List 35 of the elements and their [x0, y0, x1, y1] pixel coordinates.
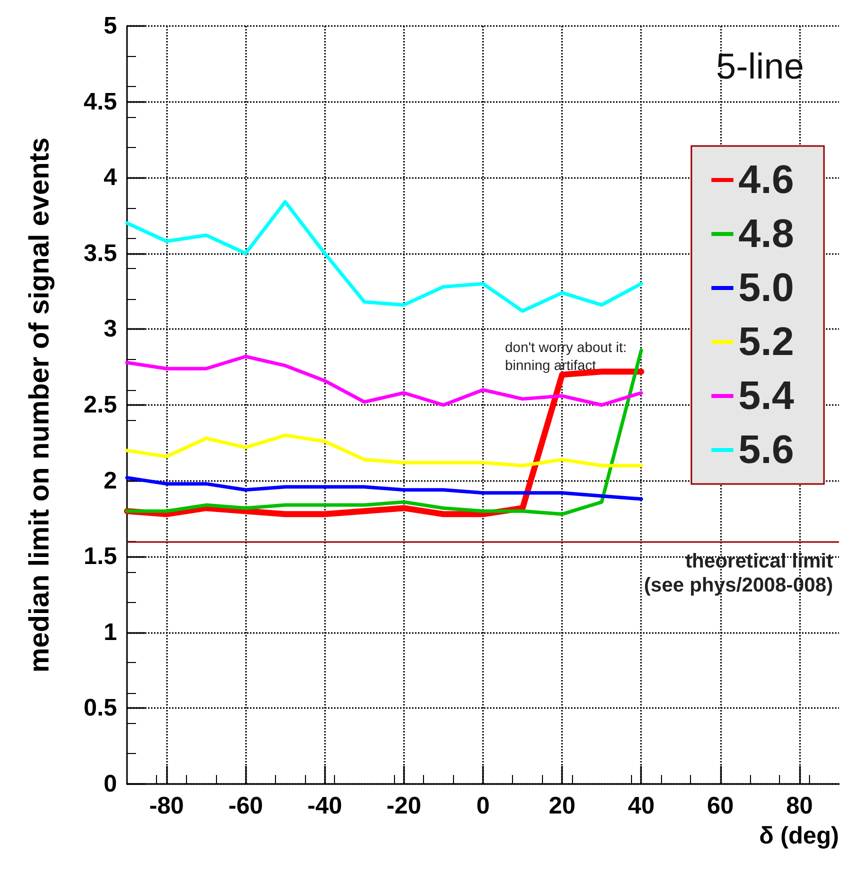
y-tick-label: 0.5 — [84, 694, 117, 722]
x-tick-label: -40 — [307, 792, 342, 820]
x-tick-label: 60 — [706, 792, 734, 820]
y-tick-label: 3.5 — [84, 240, 117, 267]
legend-label: 4.8 — [738, 212, 794, 256]
y-tick-label: 0 — [104, 770, 117, 798]
x-tick-label: 40 — [628, 792, 655, 820]
legend-label: 5.0 — [738, 266, 794, 310]
y-tick-label: 1 — [104, 618, 117, 646]
y-tick-label: 1.5 — [84, 543, 117, 570]
x-axis-title: δ (deg) — [759, 822, 839, 850]
legend-label: 5.2 — [738, 320, 794, 364]
y-tick-label: 2.5 — [84, 392, 117, 418]
x-tick-label: 20 — [548, 792, 576, 820]
y-tick-label: 4.5 — [84, 88, 117, 116]
x-tick-label: 80 — [786, 792, 813, 820]
line-series — [125, 476, 643, 501]
legend-label: 4.6 — [738, 158, 794, 202]
legend-label: 5.6 — [738, 428, 794, 472]
x-tick-label: -20 — [386, 792, 422, 820]
y-axis-title: median limit on number of signal events — [24, 137, 54, 673]
y-tick-label: 4 — [104, 164, 118, 192]
x-tick-label: -80 — [149, 792, 184, 820]
annotation: 5-line — [716, 46, 804, 86]
line-series — [125, 434, 643, 468]
line-series — [125, 200, 643, 313]
y-tick-label: 2 — [104, 467, 117, 494]
ref-line-label: theoretical limit (see phys/2008-008) — [644, 550, 834, 596]
x-tick-label: 0 — [476, 792, 490, 820]
y-tick-label: 3 — [104, 316, 117, 343]
line-series — [125, 354, 643, 407]
legend-label: 5.4 — [738, 374, 795, 418]
y-tick-label: 5 — [104, 12, 117, 40]
annotation: don't worry about it: binning artifact — [505, 339, 627, 373]
x-tick-label: -60 — [228, 792, 264, 820]
